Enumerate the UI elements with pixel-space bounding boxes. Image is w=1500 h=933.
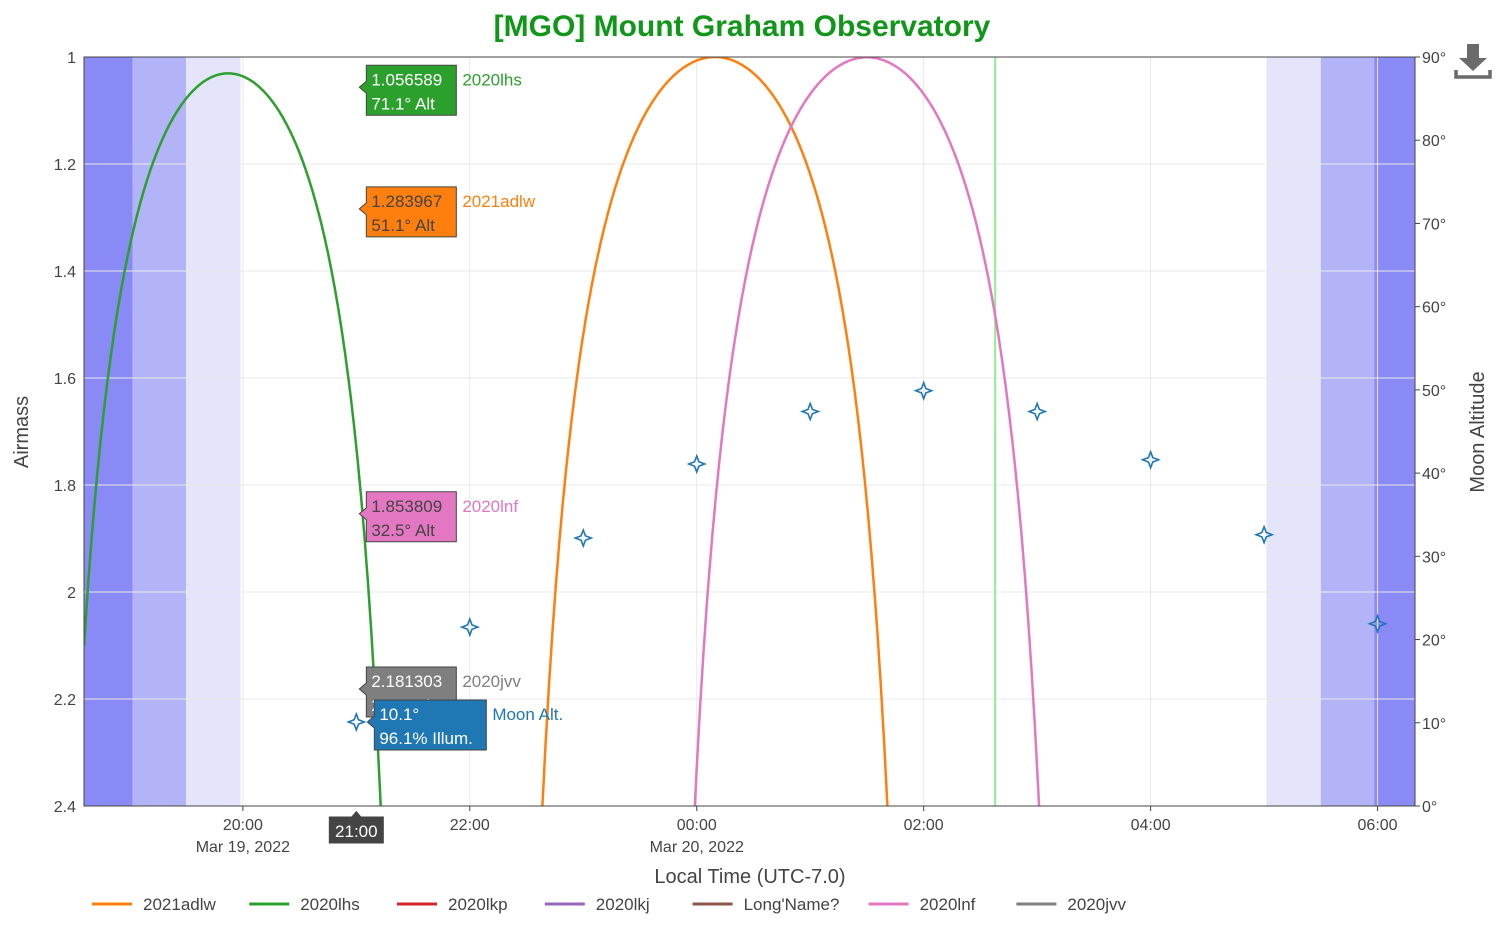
hover-labels: 1.056589 71.1° Alt 2020lhs 1.283967 51.1° Al… bbox=[327, 64, 563, 845]
x-tick-label: 02:00 bbox=[904, 817, 944, 834]
hover-label-box bbox=[358, 64, 457, 116]
hover-label-series-name: 2020lhs bbox=[462, 70, 522, 89]
moon-altitude-marker bbox=[573, 527, 594, 549]
legend-label: 2020jvv bbox=[1067, 895, 1126, 914]
hover-label-series-name: 2021adlw bbox=[462, 192, 536, 211]
legend-item: 2020jvv bbox=[1016, 895, 1126, 914]
twilight-bands bbox=[84, 57, 1415, 806]
twilight-band bbox=[1374, 57, 1415, 806]
twilight-band bbox=[1320, 57, 1375, 806]
legend-label: 2020lhs bbox=[300, 895, 360, 914]
x-tick-label: 04:00 bbox=[1131, 817, 1171, 834]
y-tick-label: 1.4 bbox=[54, 264, 76, 281]
hover-label-2020lhs: 1.056589 71.1° Alt 2020lhs bbox=[358, 64, 522, 116]
y2-tick-label: 80° bbox=[1422, 133, 1446, 150]
moon-altitude-marker bbox=[1026, 401, 1048, 422]
legend-label: 2021adlw bbox=[143, 895, 217, 914]
download-tray bbox=[1454, 70, 1492, 79]
download-arrow bbox=[1459, 44, 1487, 71]
series-line bbox=[84, 72, 382, 806]
hover-x-label-text: 21:00 bbox=[335, 822, 378, 841]
hover-label-moonalt: 10.1° 96.1% Illum. Moon Alt. bbox=[366, 699, 563, 751]
hover-label-value: 1.283967 bbox=[371, 192, 442, 211]
moon-altitude-marker bbox=[459, 616, 481, 638]
twilight-band bbox=[1266, 57, 1321, 806]
hover-label-altitude: 96.1% Illum. bbox=[379, 729, 473, 748]
hover-label-2020lnf: 1.853809 32.5° Alt 2020lnf bbox=[358, 491, 518, 543]
y-tick-label: 2.4 bbox=[54, 799, 76, 816]
twilight-band bbox=[186, 57, 241, 806]
hover-label-value: 2.181303 bbox=[371, 672, 442, 691]
hover-label-altitude: 32.5° Alt bbox=[371, 521, 435, 540]
legend-item: Long'Name? bbox=[692, 895, 840, 914]
y-tick-label: 1 bbox=[67, 50, 76, 67]
hover-label-value: 1.853809 bbox=[371, 497, 442, 516]
hover-x-label: 21:00 bbox=[327, 809, 385, 845]
hover-label-value: 1.056589 bbox=[371, 70, 442, 89]
x-tick-label: 22:00 bbox=[450, 817, 490, 834]
x-axis-title: Local Time (UTC-7.0) bbox=[654, 866, 845, 888]
y2-tick-label: 70° bbox=[1422, 216, 1446, 233]
legend-item: 2020lkj bbox=[544, 895, 650, 914]
legend-item: 2020lnf bbox=[868, 895, 976, 914]
hover-label-series-name: Moon Alt. bbox=[492, 705, 563, 724]
moon-altitude-marker bbox=[799, 401, 821, 422]
y2-tick-label: 0° bbox=[1422, 799, 1437, 816]
hover-label-box bbox=[366, 699, 487, 751]
hover-label-series-name: 2020jvv bbox=[462, 672, 521, 691]
y2-tick-label: 40° bbox=[1422, 466, 1446, 483]
y2-tick-label: 90° bbox=[1422, 50, 1446, 67]
legend-item: 2021adlw bbox=[92, 895, 217, 914]
axes: 1 1.2 1.4 1.6 1.8 2 2.2 2.4 0° 10° 20° 30° 40° 50° 60°… bbox=[54, 50, 1446, 856]
moon-altitude-marker bbox=[913, 380, 934, 401]
moon-altitude-marker bbox=[346, 711, 367, 733]
x-tick-date-label: Mar 19, 2022 bbox=[196, 839, 290, 856]
hover-label-altitude: 51.1° Alt bbox=[371, 216, 435, 235]
legend-item: 2020lhs bbox=[249, 895, 360, 914]
y-tick-label: 2.2 bbox=[54, 692, 76, 709]
hover-x-label-box bbox=[327, 809, 385, 845]
moon-altitude-marker bbox=[1253, 524, 1275, 545]
series-line bbox=[541, 57, 889, 806]
twilight-band bbox=[132, 57, 187, 806]
y2-tick-label: 60° bbox=[1422, 300, 1446, 317]
x-tick-label: 20:00 bbox=[223, 817, 263, 834]
y2-tick-label: 10° bbox=[1422, 716, 1446, 733]
download-icon[interactable] bbox=[1454, 44, 1492, 80]
twilight-band bbox=[84, 57, 133, 806]
legend-label: Long'Name? bbox=[744, 895, 840, 914]
moon-altitude-marker bbox=[1140, 449, 1161, 471]
y-tick-label: 1.6 bbox=[54, 371, 76, 388]
legend-label: 2020lnf bbox=[920, 895, 976, 914]
hover-label-series-name: 2020lnf bbox=[462, 497, 518, 516]
legend-label: 2020lkj bbox=[596, 895, 650, 914]
plot-frame bbox=[83, 56, 1416, 807]
legend-item: 2020lkp bbox=[397, 895, 508, 914]
moon-altitude-axis-title: Moon Altitude bbox=[1467, 371, 1489, 492]
chart-title: [MGO] Mount Graham Observatory bbox=[494, 10, 991, 43]
y-tick-label: 1.2 bbox=[54, 157, 76, 174]
legend-label: 2020lkp bbox=[448, 895, 508, 914]
x-tick-date-label: Mar 20, 2022 bbox=[650, 839, 744, 856]
y2-tick-label: 30° bbox=[1422, 549, 1446, 566]
hover-label-box bbox=[358, 491, 457, 543]
hover-label-box bbox=[358, 186, 457, 238]
hover-label-2021adlw: 1.283967 51.1° Alt 2021adlw bbox=[358, 186, 536, 238]
x-tick-label: 06:00 bbox=[1358, 817, 1398, 834]
x-tick-label: 00:00 bbox=[677, 817, 717, 834]
y-tick-label: 1.8 bbox=[54, 478, 76, 495]
hover-label-value: 10.1° bbox=[379, 705, 419, 724]
y2-tick-label: 20° bbox=[1422, 633, 1446, 650]
y-tick-label: 2 bbox=[67, 585, 76, 602]
y2-tick-label: 50° bbox=[1422, 383, 1446, 400]
hover-label-altitude: 71.1° Alt bbox=[371, 94, 435, 113]
legend: 2021adlw 2020lhs 2020lkp 2020lkj Long'Name? 2… bbox=[92, 895, 1126, 914]
y-axis-title: Airmass bbox=[11, 396, 33, 468]
moon-markers bbox=[346, 380, 1388, 733]
moon-altitude-marker bbox=[686, 453, 707, 475]
moon-altitude-marker bbox=[1367, 613, 1388, 634]
